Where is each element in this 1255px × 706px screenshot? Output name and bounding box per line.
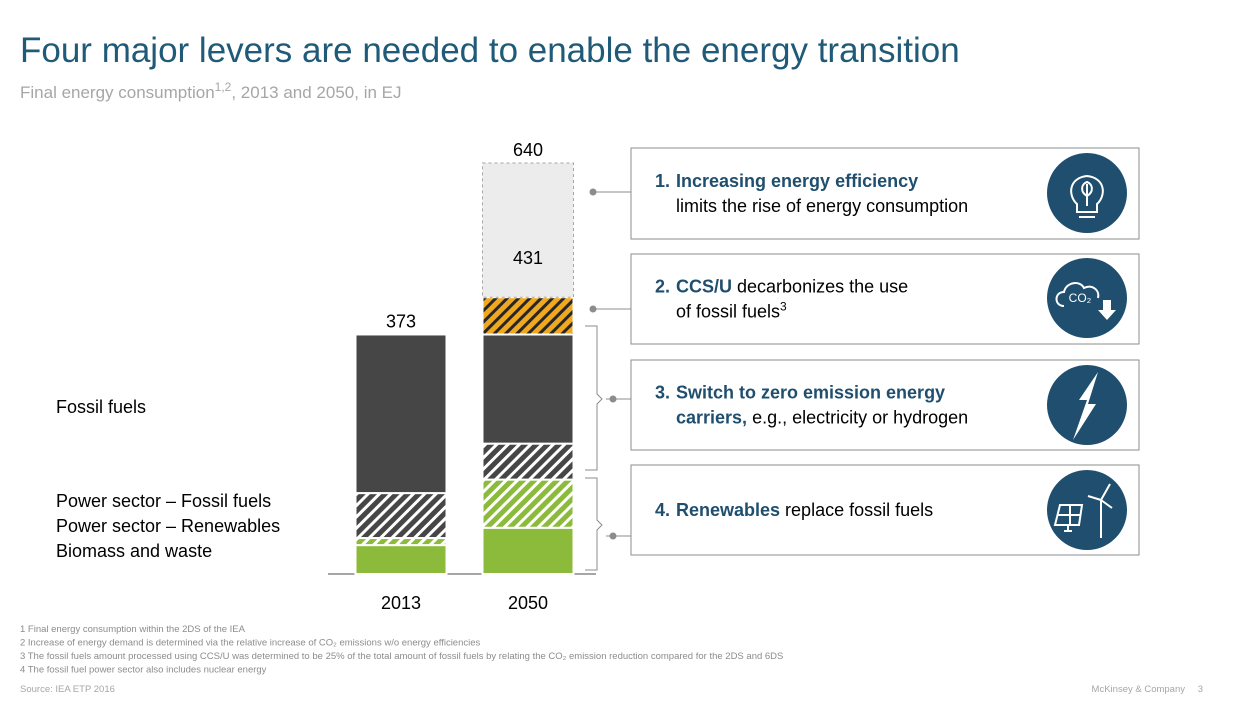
lever-number: 1. — [655, 171, 670, 191]
x-tick-label: 2013 — [381, 593, 421, 613]
company: McKinsey & Company — [1092, 684, 1186, 695]
lever-number: 2. — [655, 277, 670, 297]
text-segment: replace fossil fuels — [780, 500, 933, 520]
icon-lightning — [1047, 365, 1127, 445]
subtitle: Final energy consumption1,2, 2013 and 20… — [20, 80, 402, 102]
footnote: 1 Final energy consumption within the 2D… — [20, 624, 246, 635]
legend-label: Power sector – Fossil fuels — [56, 491, 271, 511]
total-label: 640 — [513, 140, 543, 160]
lever-text: CCS/U decarbonizes the use — [676, 277, 908, 297]
footnote: 3 The fossil fuels amount processed usin… — [20, 651, 783, 662]
bar-segment — [481, 296, 575, 336]
superscript: 1,2 — [215, 80, 232, 94]
bar-segment — [481, 333, 575, 445]
lever-number: 4. — [655, 500, 670, 520]
icon-bulb — [1047, 153, 1127, 233]
footnotes: 1 Final energy consumption within the 2D… — [20, 624, 783, 676]
bar-segment — [354, 492, 448, 540]
title: Four major levers are needed to enable t… — [20, 31, 960, 70]
source: Source: IEA ETP 2016 — [20, 684, 115, 695]
lever-text: limits the rise of energy consumption — [676, 196, 968, 216]
superscript: 3 — [780, 300, 787, 314]
lever-text: carriers, e.g., electricity or hydrogen — [676, 408, 968, 428]
text-segment: of fossil fuels — [676, 302, 780, 322]
bar-segment — [354, 544, 448, 575]
text-segment: limits the rise of energy consumption — [676, 196, 968, 216]
text-segment: Final energy consumption — [20, 83, 215, 102]
icon-text: CO₂ — [1069, 291, 1092, 305]
text-segment: , 2013 and 2050, in EJ — [231, 83, 401, 102]
footnote: 2 Increase of energy demand is determine… — [20, 638, 481, 649]
chart: Biomass and waste Power sector – Renewabl… — [56, 140, 596, 613]
legend-label: Fossil fuels — [56, 397, 146, 417]
legend-label: Biomass and waste — [56, 541, 212, 561]
levers: 1. Increasing energy efficiency limits the… — [655, 171, 968, 520]
bar-segment — [482, 162, 574, 298]
text-segment: e.g., electricity or hydrogen — [747, 408, 968, 428]
lever-number: 3. — [655, 383, 670, 403]
bar-segment — [481, 442, 575, 481]
lever-text: Increasing energy efficiency — [676, 171, 918, 191]
bar-segment — [354, 537, 448, 547]
bar-segment — [481, 526, 575, 576]
connectors — [585, 188, 631, 571]
footnote: 4 The fossil fuel power sector also incl… — [20, 665, 267, 676]
icon-co2: CO₂ — [1047, 258, 1127, 338]
lever-text: Switch to zero emission energy — [676, 383, 945, 403]
text-segment: carriers, — [676, 408, 747, 428]
lever-text: Renewables replace fossil fuels — [676, 500, 933, 520]
total-label: 373 — [386, 311, 416, 331]
x-tick-label: 2050 — [508, 593, 548, 613]
text-segment: Switch to zero emission energy — [676, 383, 945, 403]
text-segment: Increasing energy efficiency — [676, 171, 918, 191]
bar-segment — [481, 478, 575, 529]
legend-label: Power sector – Renewables — [56, 516, 280, 536]
icon-renewables — [1047, 470, 1127, 550]
lever-text: of fossil fuels3 — [676, 300, 787, 322]
text-segment: decarbonizes the use — [732, 277, 908, 297]
text-segment: Renewables — [676, 500, 780, 520]
total-label: 431 — [513, 248, 543, 268]
bar-segment — [354, 333, 448, 495]
text-segment: CCS/U — [676, 277, 732, 297]
page-number: 3 — [1198, 684, 1203, 695]
